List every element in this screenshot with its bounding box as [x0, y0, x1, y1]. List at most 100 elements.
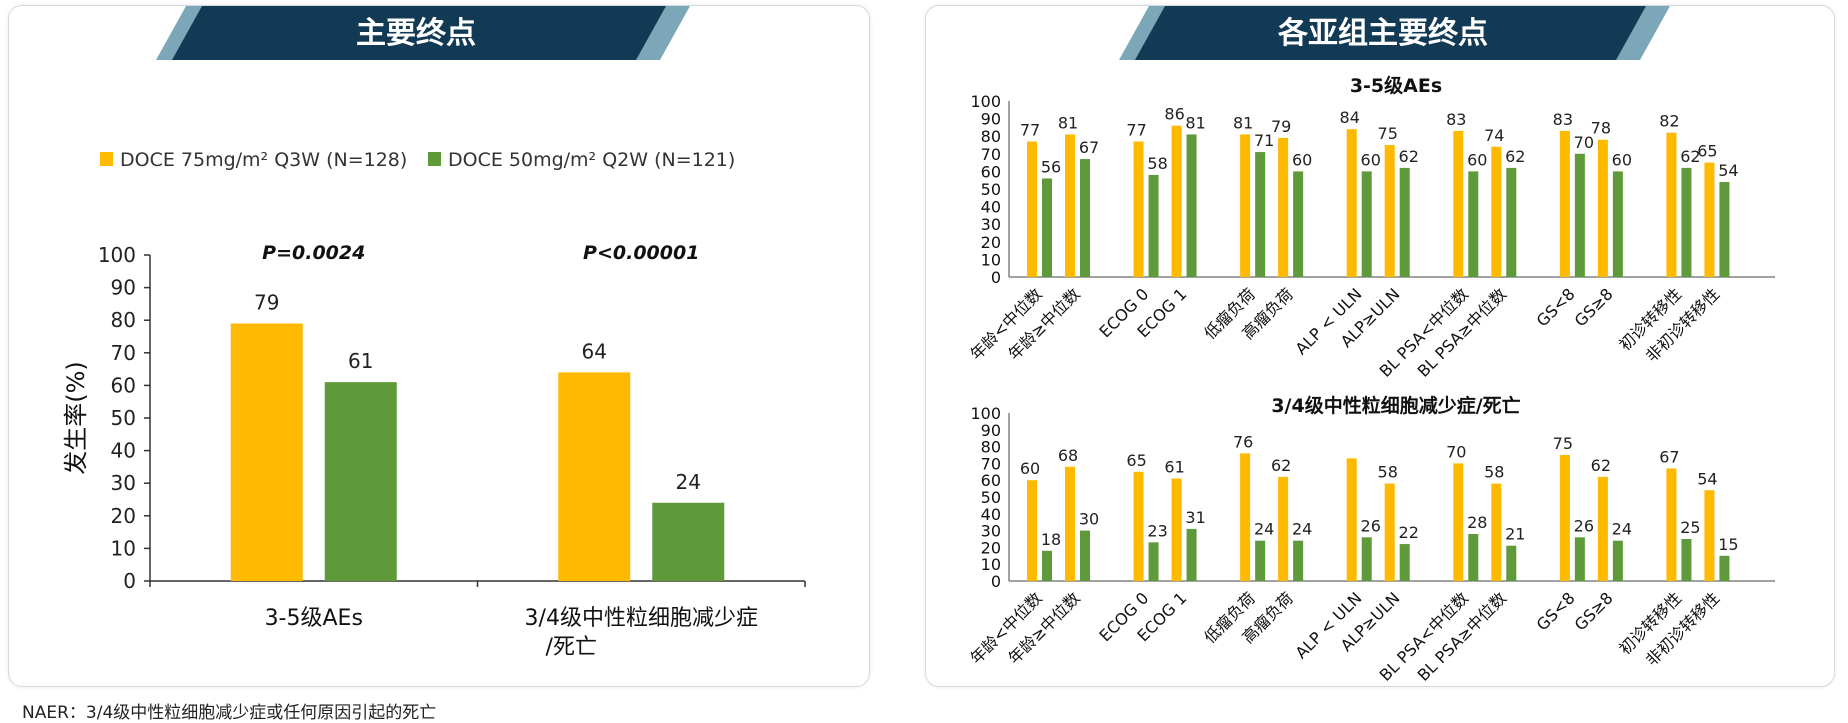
bar [1719, 181, 1730, 277]
bar [1597, 476, 1608, 581]
bar [324, 382, 397, 581]
bar [1240, 453, 1251, 581]
category-label: GS<8 [1533, 588, 1579, 634]
y-tick-label: 20 [981, 233, 1001, 252]
bar [1559, 455, 1570, 581]
bar [1171, 478, 1182, 581]
y-tick-label: 100 [970, 92, 1001, 111]
y-tick-label: 10 [111, 536, 136, 560]
main-endpoint-chart: DOCE 75mg/m² Q3W (N=128) DOCE 50mg/m² Q2W… [62, 149, 806, 660]
bar-value-label: 54 [1697, 469, 1717, 488]
bar [1255, 152, 1266, 277]
bar-value-label: 65 [1697, 142, 1717, 161]
bar-value-label: 60 [1612, 150, 1632, 169]
y-tick-label: 90 [981, 421, 1001, 440]
category-label: 3/4级中性粒细胞减少症 [525, 606, 758, 631]
right-banner: 各亚组主要终点 [1119, 6, 1670, 60]
bar [1080, 530, 1090, 581]
bar [230, 323, 303, 581]
y-tick-label: 70 [111, 341, 136, 365]
bar [1278, 137, 1289, 277]
category-label: /死亡 [546, 635, 597, 660]
left-banner-bar [172, 6, 666, 60]
y-tick-label: 50 [981, 180, 1001, 199]
y-tick-label: 100 [970, 404, 1001, 423]
y-tick-label: 20 [111, 504, 136, 528]
y-tick-label: 0 [123, 569, 136, 593]
bar-value-label: 24 [1292, 520, 1312, 539]
y-tick-label: 60 [981, 162, 1001, 181]
y-tick-label: 80 [981, 127, 1001, 146]
bar [1453, 463, 1464, 581]
bar [1453, 130, 1464, 277]
bar [1186, 134, 1197, 277]
bar [1293, 540, 1304, 581]
p-value-annotation: P=0.0024 [262, 242, 365, 264]
bar-value-label: 24 [1254, 520, 1274, 539]
right-banner-bar [1135, 6, 1646, 60]
bar [1384, 145, 1395, 277]
bar-value-label: 62 [1399, 147, 1419, 166]
y-tick-label: 70 [981, 145, 1001, 164]
legend-swatch-2 [428, 152, 441, 166]
bar [1597, 139, 1608, 277]
bar-value-label: 58 [1378, 463, 1398, 482]
bar [1065, 466, 1075, 581]
bar-value-label: 31 [1185, 508, 1205, 527]
bar-value-label: 71 [1254, 131, 1274, 150]
bar-value-label: 67 [1659, 447, 1679, 466]
bar-value-label: 56 [1041, 157, 1061, 176]
bar-value-label: 60 [1361, 150, 1381, 169]
bar-value-label: 26 [1574, 516, 1594, 535]
y-tick-label: 0 [991, 572, 1001, 591]
bar-value-label: 64 [582, 339, 607, 363]
bar [1399, 544, 1410, 581]
bar [1666, 468, 1677, 581]
y-tick-label: 50 [981, 488, 1001, 507]
bar [1574, 537, 1585, 581]
bar [1506, 545, 1517, 581]
bar [1612, 540, 1623, 581]
left-banner-title: 主要终点 [356, 16, 476, 51]
y-tick-label: 30 [111, 471, 136, 495]
y-tick-label: 80 [981, 438, 1001, 457]
bar [1171, 125, 1182, 277]
bar [1148, 174, 1159, 277]
bar [1080, 159, 1090, 277]
bar [1148, 542, 1159, 581]
bar [1133, 471, 1144, 581]
bar-value-label: 24 [1612, 520, 1632, 539]
bar [1346, 129, 1357, 277]
bar [1133, 141, 1144, 277]
bar [1027, 141, 1037, 277]
category-label: GS≥8 [1571, 588, 1617, 634]
bar-value-label: 67 [1079, 138, 1099, 157]
bar-value-label: 84 [1340, 108, 1360, 127]
y-tick-label: 90 [111, 276, 136, 300]
bar-value-label: 61 [348, 349, 373, 373]
bar [1704, 490, 1715, 581]
bar-value-label: 65 [1126, 451, 1146, 470]
bar [1491, 146, 1502, 277]
bar-value-label: 62 [1505, 147, 1525, 166]
y-tick-label: 80 [111, 308, 136, 332]
y-tick-label: 20 [981, 538, 1001, 557]
y-tick-label: 40 [981, 198, 1001, 217]
bar-value-label: 25 [1680, 518, 1700, 537]
bar-value-label: 18 [1041, 530, 1061, 549]
y-tick-label: 50 [111, 406, 136, 430]
bar-value-label: 70 [1574, 133, 1594, 152]
bar-value-label: 70 [1446, 442, 1466, 461]
bar-value-label: 54 [1718, 161, 1738, 180]
bar [1559, 130, 1570, 277]
bar-value-label: 81 [1058, 113, 1078, 132]
bar [1666, 132, 1677, 277]
bar [1042, 550, 1052, 581]
bar [1681, 167, 1692, 277]
y-tick-label: 0 [991, 268, 1001, 287]
bar-value-label: 82 [1659, 112, 1679, 131]
y-tick-label: 10 [981, 555, 1001, 574]
bar-value-label: 74 [1484, 126, 1504, 145]
bar-value-label: 23 [1147, 521, 1167, 540]
